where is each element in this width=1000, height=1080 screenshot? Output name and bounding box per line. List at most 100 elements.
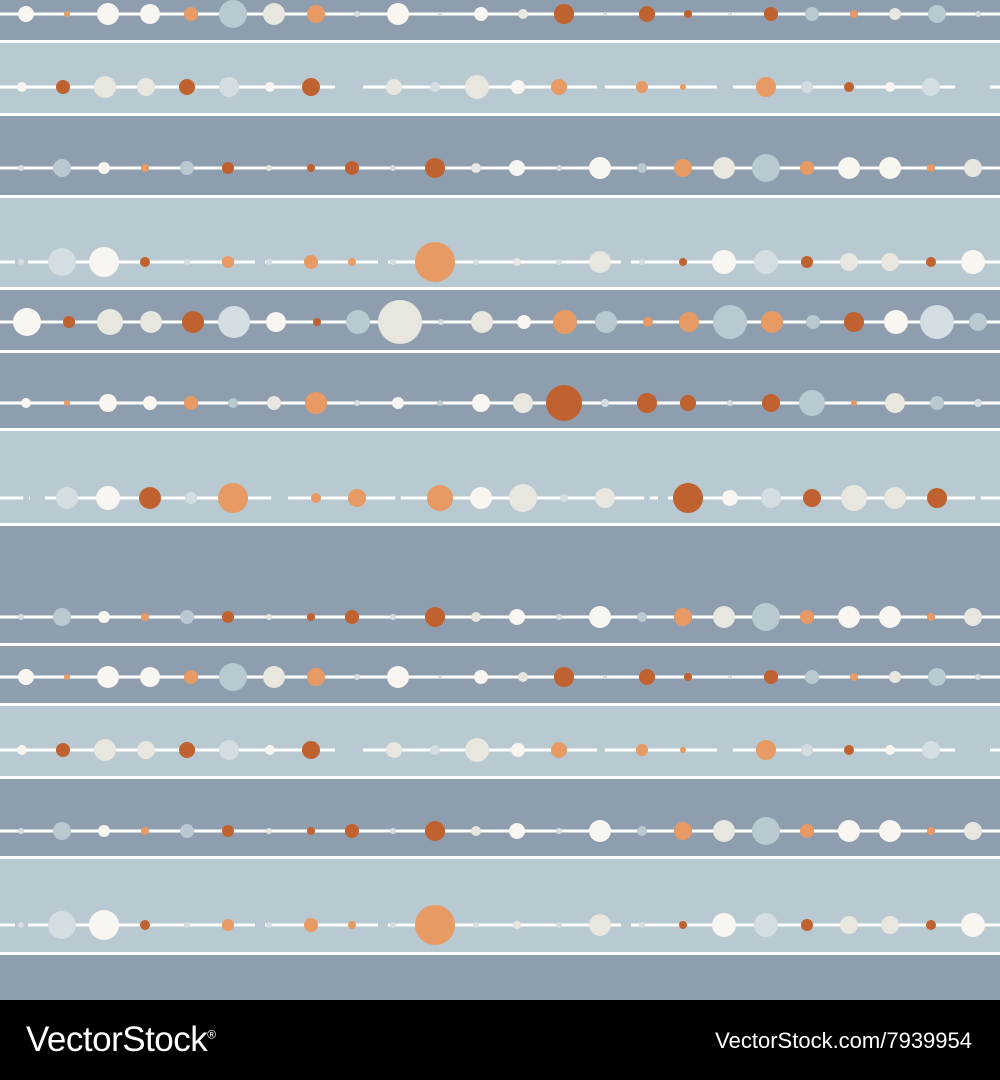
bead-dot-10-5 — [222, 825, 234, 837]
bead-dot-5-17 — [727, 400, 733, 406]
bead-dot-10-8 — [345, 824, 359, 838]
bead-dot-10-9 — [390, 828, 396, 834]
bead-dot-8-5 — [219, 663, 247, 691]
stripe-band-5 — [0, 353, 1000, 428]
bead-dot-7-16 — [674, 608, 692, 626]
bead-dot-8-16 — [684, 673, 692, 681]
bead-dot-11-20 — [840, 916, 858, 934]
bead-dot-3-9 — [390, 259, 396, 265]
bead-dot-7-13 — [556, 614, 562, 620]
stripe-band-1 — [0, 43, 1000, 113]
bead-dot-0-16 — [684, 10, 692, 18]
stripe-band-2 — [0, 116, 1000, 195]
bead-dot-0-4 — [184, 7, 198, 21]
bead-dot-6-18 — [761, 488, 781, 508]
bead-dot-4-23 — [969, 313, 987, 331]
bead-dot-7-10 — [425, 607, 445, 627]
bead-dot-2-4 — [180, 161, 194, 175]
bead-dot-2-19 — [800, 161, 814, 175]
bead-dot-6-10 — [427, 485, 453, 511]
bead-dot-6-3 — [139, 487, 161, 509]
bead-dot-2-9 — [390, 165, 396, 171]
dotted-stripe-pattern — [0, 0, 1000, 1000]
bead-dot-3-12 — [513, 258, 521, 266]
bead-dot-10-7 — [307, 827, 315, 835]
bead-dot-9-3 — [137, 741, 155, 759]
bead-dot-5-20 — [851, 400, 857, 406]
stripe-band-8 — [0, 646, 1000, 703]
bead-dot-5-21 — [885, 393, 905, 413]
bead-dot-11-19 — [801, 919, 813, 931]
bead-dot-10-15 — [637, 826, 647, 836]
bead-dot-11-9 — [390, 922, 396, 928]
bead-dot-9-20 — [844, 745, 854, 755]
bead-dot-11-12 — [513, 921, 521, 929]
bead-dot-6-15 — [644, 495, 650, 501]
bead-dot-6-23 — [975, 495, 981, 501]
bead-dot-0-7 — [307, 5, 325, 23]
bead-dot-4-7 — [313, 318, 321, 326]
bead-dot-10-2 — [98, 825, 110, 837]
bead-dot-3-19 — [801, 256, 813, 268]
bead-dot-1-11 — [465, 75, 489, 99]
bead-dot-9-4 — [179, 742, 195, 758]
bead-dot-11-16 — [679, 921, 687, 929]
bead-dot-7-19 — [800, 610, 814, 624]
bead-dot-6-6 — [271, 495, 277, 501]
bead-dot-10-1 — [53, 822, 71, 840]
bead-dot-1-7 — [302, 78, 320, 96]
bead-dot-1-4 — [179, 79, 195, 95]
bead-dot-0-9 — [387, 3, 409, 25]
bead-dot-9-22 — [922, 741, 940, 759]
bead-dot-1-12 — [511, 80, 525, 94]
bead-dot-1-15 — [636, 81, 648, 93]
bead-dot-3-5 — [222, 256, 234, 268]
bead-dot-11-15 — [639, 922, 645, 928]
bead-dot-10-11 — [471, 826, 481, 836]
bead-dot-0-11 — [474, 7, 488, 21]
bead-dot-5-13 — [546, 385, 582, 421]
bead-dot-7-21 — [879, 606, 901, 628]
bead-dot-9-16 — [680, 747, 686, 753]
bead-dot-10-4 — [180, 824, 194, 838]
pattern-canvas — [0, 0, 1000, 1000]
bead-dot-5-23 — [974, 399, 982, 407]
bead-dot-3-7 — [304, 255, 318, 269]
bead-dot-4-10 — [438, 319, 444, 325]
bead-dot-3-6 — [266, 259, 272, 265]
bead-dot-10-19 — [800, 824, 814, 838]
bead-dot-7-2 — [98, 611, 110, 623]
bead-dot-9-11 — [465, 738, 489, 762]
bead-dot-8-1 — [64, 674, 70, 680]
bead-dot-1-5 — [219, 77, 239, 97]
bead-dot-8-18 — [764, 670, 778, 684]
bead-dot-8-6 — [263, 666, 285, 688]
bead-dot-0-21 — [889, 8, 901, 20]
bead-dot-11-1 — [48, 911, 76, 939]
bead-dot-2-21 — [879, 157, 901, 179]
bead-dot-2-2 — [98, 162, 110, 174]
bead-dot-11-22 — [926, 920, 936, 930]
bead-dot-9-14 — [597, 746, 605, 754]
bead-dot-2-0 — [18, 165, 24, 171]
bead-dot-8-8 — [354, 674, 360, 680]
bead-dot-4-14 — [595, 311, 617, 333]
bead-dot-2-6 — [266, 165, 272, 171]
bead-dot-5-14 — [601, 399, 609, 407]
bead-dot-4-3 — [140, 311, 162, 333]
bead-dot-6-1 — [56, 487, 78, 509]
bead-dot-5-12 — [513, 393, 533, 413]
bead-dot-4-12 — [517, 315, 531, 329]
bead-dot-4-15 — [643, 317, 653, 327]
bead-dot-5-0 — [21, 398, 31, 408]
bead-dot-5-5 — [228, 398, 238, 408]
bead-dot-11-23 — [961, 913, 985, 937]
bead-dot-8-19 — [805, 670, 819, 684]
bead-dot-1-22 — [922, 78, 940, 96]
bead-dot-4-1 — [63, 316, 75, 328]
bead-dot-9-2 — [94, 739, 116, 761]
bead-dot-4-18 — [761, 311, 783, 333]
bead-dot-9-15 — [636, 744, 648, 756]
stripe-band-11 — [0, 859, 1000, 952]
bead-dot-10-10 — [425, 821, 445, 841]
